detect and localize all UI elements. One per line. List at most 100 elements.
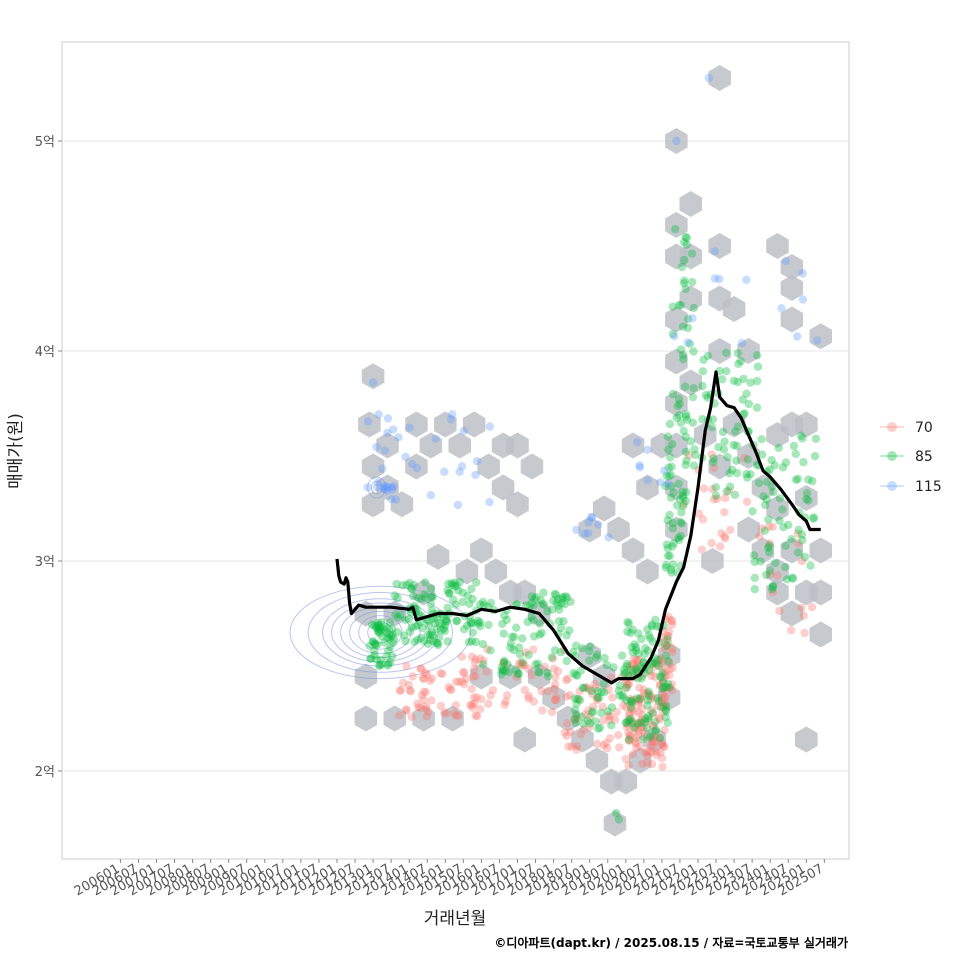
point-70 (625, 731, 634, 740)
point-85 (562, 631, 571, 640)
point-85 (661, 705, 670, 714)
point-70 (540, 662, 550, 672)
point-85 (375, 625, 385, 634)
point-70 (467, 684, 476, 694)
y-tick-label: 2억 (35, 765, 55, 780)
point-70 (653, 660, 662, 669)
point-85 (572, 710, 581, 719)
hexbin-cell (665, 474, 688, 501)
point-85 (576, 666, 585, 675)
point-85 (479, 660, 488, 669)
point-85 (543, 607, 552, 616)
point-85 (401, 636, 410, 646)
point-85 (529, 601, 538, 610)
point-85 (668, 389, 678, 399)
point-115 (704, 73, 714, 83)
point-70 (451, 701, 460, 710)
hexbin-cell (629, 747, 652, 774)
point-85 (534, 667, 543, 676)
point-85 (371, 640, 380, 649)
point-115 (584, 529, 593, 538)
point-85 (503, 660, 512, 669)
x-axis: 2006012006072007012007072008012008072009… (72, 859, 826, 899)
hexbin-cell (506, 491, 529, 518)
point-85 (455, 577, 464, 587)
point-85 (665, 551, 674, 560)
point-70 (659, 742, 668, 751)
point-115 (378, 464, 387, 473)
point-70 (467, 700, 477, 709)
point-70 (438, 669, 447, 678)
point-85 (624, 735, 633, 744)
point-70 (652, 747, 661, 756)
hexbin-cell (578, 516, 601, 543)
point-85 (662, 560, 671, 570)
point-85 (556, 647, 565, 657)
point-85 (781, 458, 791, 467)
point-70 (664, 631, 673, 641)
legend: 70 85 115 (880, 420, 942, 495)
point-85 (459, 625, 469, 634)
point-85 (733, 377, 742, 387)
point-85 (664, 657, 673, 666)
density-contour-layer (289, 476, 472, 680)
point-70 (538, 706, 547, 715)
point-85 (761, 500, 770, 510)
point-115 (742, 275, 751, 285)
point-85 (371, 623, 381, 632)
point-85 (632, 646, 641, 655)
point-85 (663, 635, 672, 644)
point-85 (382, 652, 391, 661)
point-70 (567, 742, 576, 751)
point-70 (551, 695, 560, 705)
point-85 (463, 621, 472, 630)
point-85 (647, 622, 657, 631)
point-70 (574, 694, 583, 704)
point-70 (640, 689, 649, 698)
point-85 (467, 637, 477, 646)
point-70 (500, 700, 509, 709)
point-70 (661, 641, 670, 651)
point-70 (572, 745, 581, 754)
point-70 (807, 603, 817, 612)
point-85 (426, 584, 436, 593)
point-70 (639, 732, 648, 741)
point-85 (537, 628, 546, 638)
point-70 (605, 712, 615, 721)
point-70 (427, 674, 437, 683)
point-85 (769, 487, 778, 497)
point-70 (660, 725, 669, 735)
point-85 (420, 590, 429, 599)
point-85 (571, 718, 580, 727)
point-85 (739, 374, 748, 384)
point-85 (651, 727, 660, 736)
point-85 (681, 410, 691, 419)
point-85 (466, 617, 475, 627)
point-85 (676, 418, 685, 427)
point-70 (459, 680, 469, 689)
point-85 (591, 653, 601, 662)
point-85 (411, 622, 420, 631)
point-70 (667, 680, 677, 689)
point-85 (626, 628, 635, 638)
point-85 (441, 616, 451, 626)
point-85 (432, 638, 441, 648)
legend-key-115 (887, 481, 897, 491)
point-70 (629, 695, 638, 704)
point-70 (800, 628, 809, 638)
point-85 (370, 646, 379, 656)
point-85 (551, 590, 560, 600)
point-85 (380, 638, 389, 647)
point-70 (423, 707, 433, 716)
hexbin-cell (520, 453, 544, 480)
point-70 (564, 742, 573, 751)
point-70 (629, 666, 638, 675)
legend-label-70: 70 (915, 420, 933, 436)
point-85 (486, 646, 495, 655)
point-85 (642, 723, 652, 733)
point-85 (663, 516, 672, 525)
point-70 (775, 606, 784, 616)
point-70 (591, 683, 600, 693)
point-85 (424, 616, 433, 625)
hexbin-cell (621, 537, 645, 564)
